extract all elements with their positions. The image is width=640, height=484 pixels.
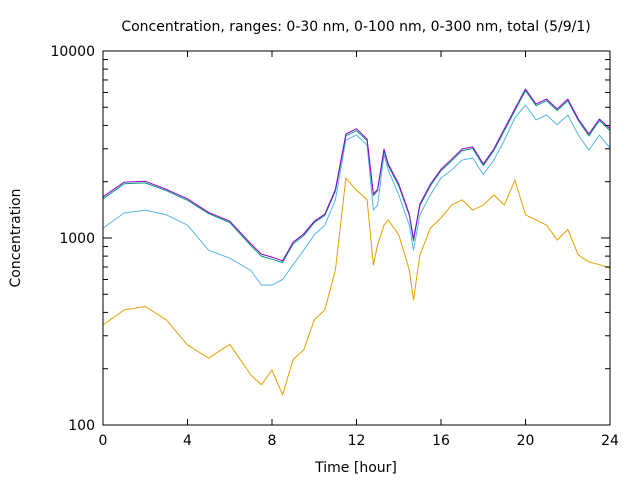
x-tick-label: 0: [99, 433, 108, 449]
x-tick-label: 4: [183, 433, 192, 449]
y-axis-label: Concentration: [8, 188, 24, 287]
x-tick-label: 20: [517, 433, 535, 449]
x-tick-label: 12: [348, 433, 366, 449]
x-axis-label: Time [hour]: [314, 460, 397, 476]
y-tick-label: 1000: [59, 231, 95, 247]
y-tick-label: 10000: [50, 44, 95, 60]
series-line-total: [102, 88, 611, 262]
chart-title: Concentration, ranges: 0-30 nm, 0-100 nm…: [121, 19, 590, 35]
series-line-0-30-nm: [102, 177, 611, 396]
x-tick-label: 8: [268, 433, 277, 449]
series-line-0-100-nm: [102, 104, 611, 286]
series-line-0-300-nm: [102, 90, 611, 263]
x-tick-label: 16: [432, 433, 450, 449]
y-tick-label: 100: [68, 418, 95, 434]
series-layer: [102, 88, 611, 396]
plot-frame: [102, 50, 611, 426]
axis-ticks: 0 4 8 12 16 20 24 100 1000 10000: [50, 44, 619, 449]
x-tick-label: 24: [601, 433, 619, 449]
